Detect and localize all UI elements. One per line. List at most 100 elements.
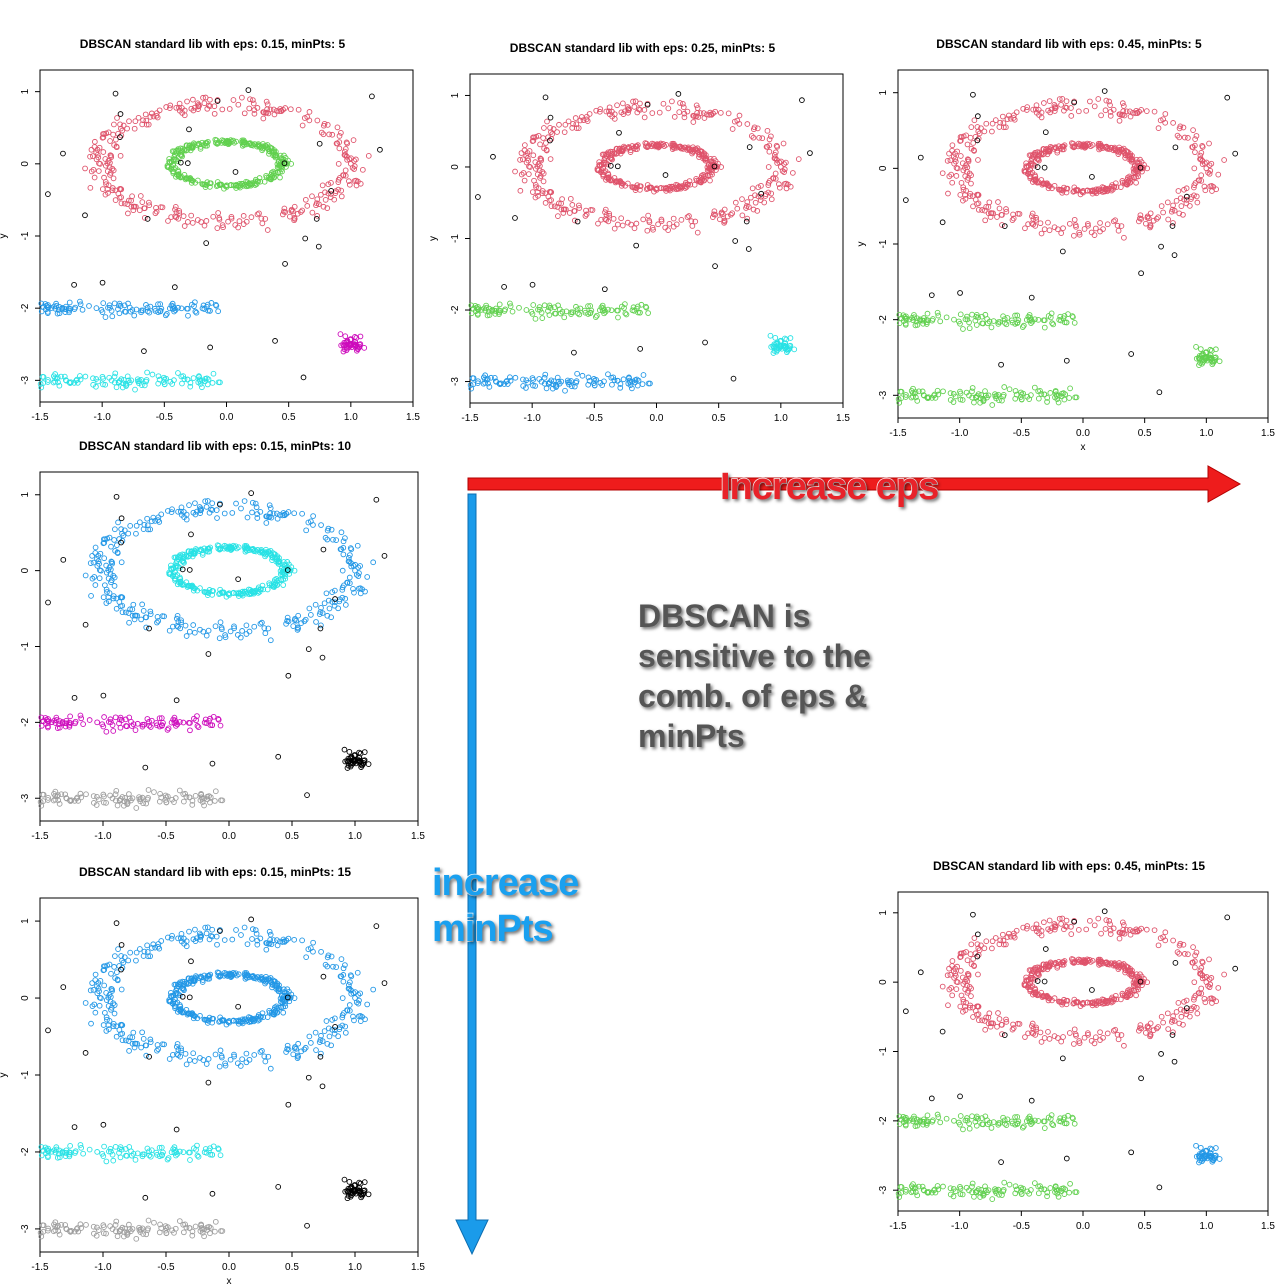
data-point [100,967,107,974]
data-point [606,212,613,219]
data-point [468,310,475,317]
data-point [184,305,190,312]
data-point [109,1151,116,1158]
data-point [1003,208,1010,215]
data-point [1196,356,1203,362]
data-point [278,576,285,583]
data-point [944,972,951,979]
data-point [213,140,219,146]
data-point [246,1056,253,1063]
data-point [100,799,107,806]
data-point [232,169,239,175]
chart-eps045-minpts5: DBSCAN standard lib with eps: 0.45, minP… [858,30,1280,454]
data-point [304,792,310,798]
data-point [996,205,1003,212]
data-point [90,1223,97,1230]
data-point [123,1037,129,1044]
data-point [178,1047,184,1054]
data-point [957,396,964,403]
data-point [1009,319,1016,326]
data-point [946,965,952,972]
data-point [1013,927,1020,934]
data-point [173,1152,179,1159]
data-point [108,307,115,314]
data-point [272,153,278,160]
data-point [186,994,193,1001]
data-point [1155,125,1162,132]
data-point [180,1149,187,1155]
data-point [1068,113,1075,119]
data-point [280,582,287,588]
data-point [1088,1038,1095,1044]
data-point [38,1152,45,1159]
data-point [313,216,320,222]
data-point [231,1053,237,1060]
y-tick-label: -3 [20,375,31,384]
data-point [104,186,111,193]
data-point [80,1150,86,1157]
data-point [114,802,121,809]
data-point [118,986,125,993]
data-point [192,500,198,507]
data-point [1033,106,1039,113]
data-point [1137,212,1144,219]
data-point [637,106,643,113]
data-point [257,620,264,627]
data-point [54,1154,61,1161]
points-group [895,908,1239,1202]
data-point [617,384,624,391]
data-point [1174,949,1181,955]
data-point [189,802,196,808]
data-point [253,930,260,937]
data-point [633,242,640,249]
data-point [1143,1030,1149,1036]
data-point [611,111,618,118]
data-point [346,1007,353,1014]
data-point [89,553,95,559]
data-point [258,215,265,222]
data-point [234,632,241,638]
data-point [370,986,377,993]
data-point [193,935,200,942]
data-point [334,124,341,131]
data-point [83,791,89,798]
data-point [1063,105,1070,111]
data-point [691,113,697,119]
data-point [221,510,228,517]
data-point [216,215,222,221]
data-point [186,567,193,573]
data-point [504,377,510,384]
data-point [132,386,138,393]
data-point [63,720,70,727]
data-point [119,384,126,391]
data-point [174,613,181,619]
data-point [305,646,312,652]
data-point [982,311,989,318]
data-point [603,177,609,183]
data-point [634,382,641,389]
data-point [649,110,656,116]
data-point [45,1027,51,1034]
data-point [289,208,296,215]
data-point [191,104,198,111]
data-point [95,796,102,803]
x-tick-label: 1.0 [774,413,788,424]
data-point [342,535,348,541]
data-point [960,998,967,1005]
data-point [82,621,89,628]
data-point [158,1225,165,1232]
data-point [100,300,107,306]
data-point [509,308,516,315]
data-point [621,108,628,115]
data-point [351,1182,358,1189]
data-point [132,612,138,619]
data-point [207,180,214,187]
data-point [153,1149,160,1156]
data-point [142,1042,149,1049]
x-tick-label: 0.0 [1076,1221,1090,1232]
data-point [340,965,347,972]
data-point [261,109,267,116]
data-point [643,140,650,147]
data-point [118,186,125,193]
data-point [1023,107,1030,113]
